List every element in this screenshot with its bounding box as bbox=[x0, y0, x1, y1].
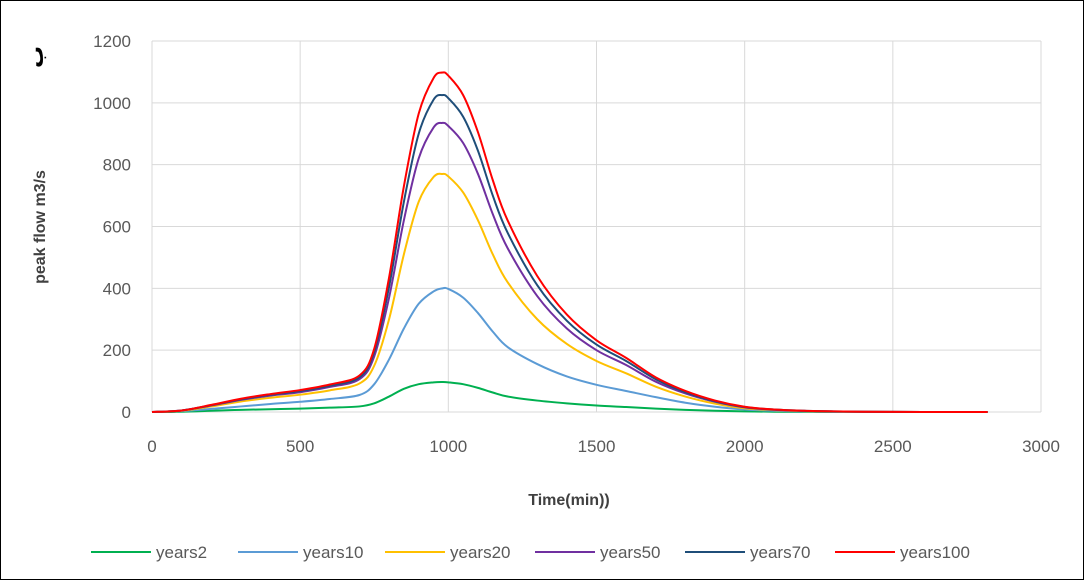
legend-label-years100: years100 bbox=[900, 543, 970, 562]
y-tick-label-1: 200 bbox=[103, 341, 131, 360]
x-tick-label-5: 2500 bbox=[874, 437, 912, 456]
y-tick-labels: 0 200 400 600 800 1000 1200 bbox=[93, 32, 131, 422]
y-tick-label-5: 1000 bbox=[93, 94, 131, 113]
x-tick-label-3: 1500 bbox=[578, 437, 616, 456]
y-tick-label-3: 600 bbox=[103, 218, 131, 237]
y-tick-label-0: 0 bbox=[122, 403, 131, 422]
x-tick-label-6: 3000 bbox=[1022, 437, 1060, 456]
series-line-years50 bbox=[151, 121, 988, 413]
series-line-years100 bbox=[151, 71, 988, 413]
x-tick-labels: 0 500 1000 1500 2000 2500 3000 bbox=[147, 437, 1060, 456]
legend-label-years70: years70 bbox=[750, 543, 810, 562]
legend-label-years2: years2 bbox=[156, 543, 207, 562]
legend-label-years50: years50 bbox=[600, 543, 660, 562]
series-lines bbox=[151, 71, 988, 414]
series-line-years20 bbox=[151, 172, 988, 413]
x-tick-label-0: 0 bbox=[147, 437, 156, 456]
y-tick-label-6: 1200 bbox=[93, 32, 131, 51]
legend: years2 years10 years20 years50 years70 years1… bbox=[91, 543, 970, 562]
gridlines bbox=[151, 40, 1042, 413]
x-tick-label-1: 500 bbox=[286, 437, 314, 456]
x-tick-label-2: 1000 bbox=[429, 437, 467, 456]
legend-label-years10: years10 bbox=[303, 543, 363, 562]
y-axis-title: peak flow m3/s bbox=[32, 170, 49, 284]
y-tick-label-4: 800 bbox=[103, 156, 131, 175]
series-line-years70 bbox=[151, 93, 988, 413]
x-tick-label-4: 2000 bbox=[726, 437, 764, 456]
y-tick-label-2: 400 bbox=[103, 279, 131, 298]
corner-mark: ب bbox=[23, 46, 48, 68]
legend-label-years20: years20 bbox=[450, 543, 510, 562]
x-axis-title: Time(min)) bbox=[528, 492, 609, 509]
